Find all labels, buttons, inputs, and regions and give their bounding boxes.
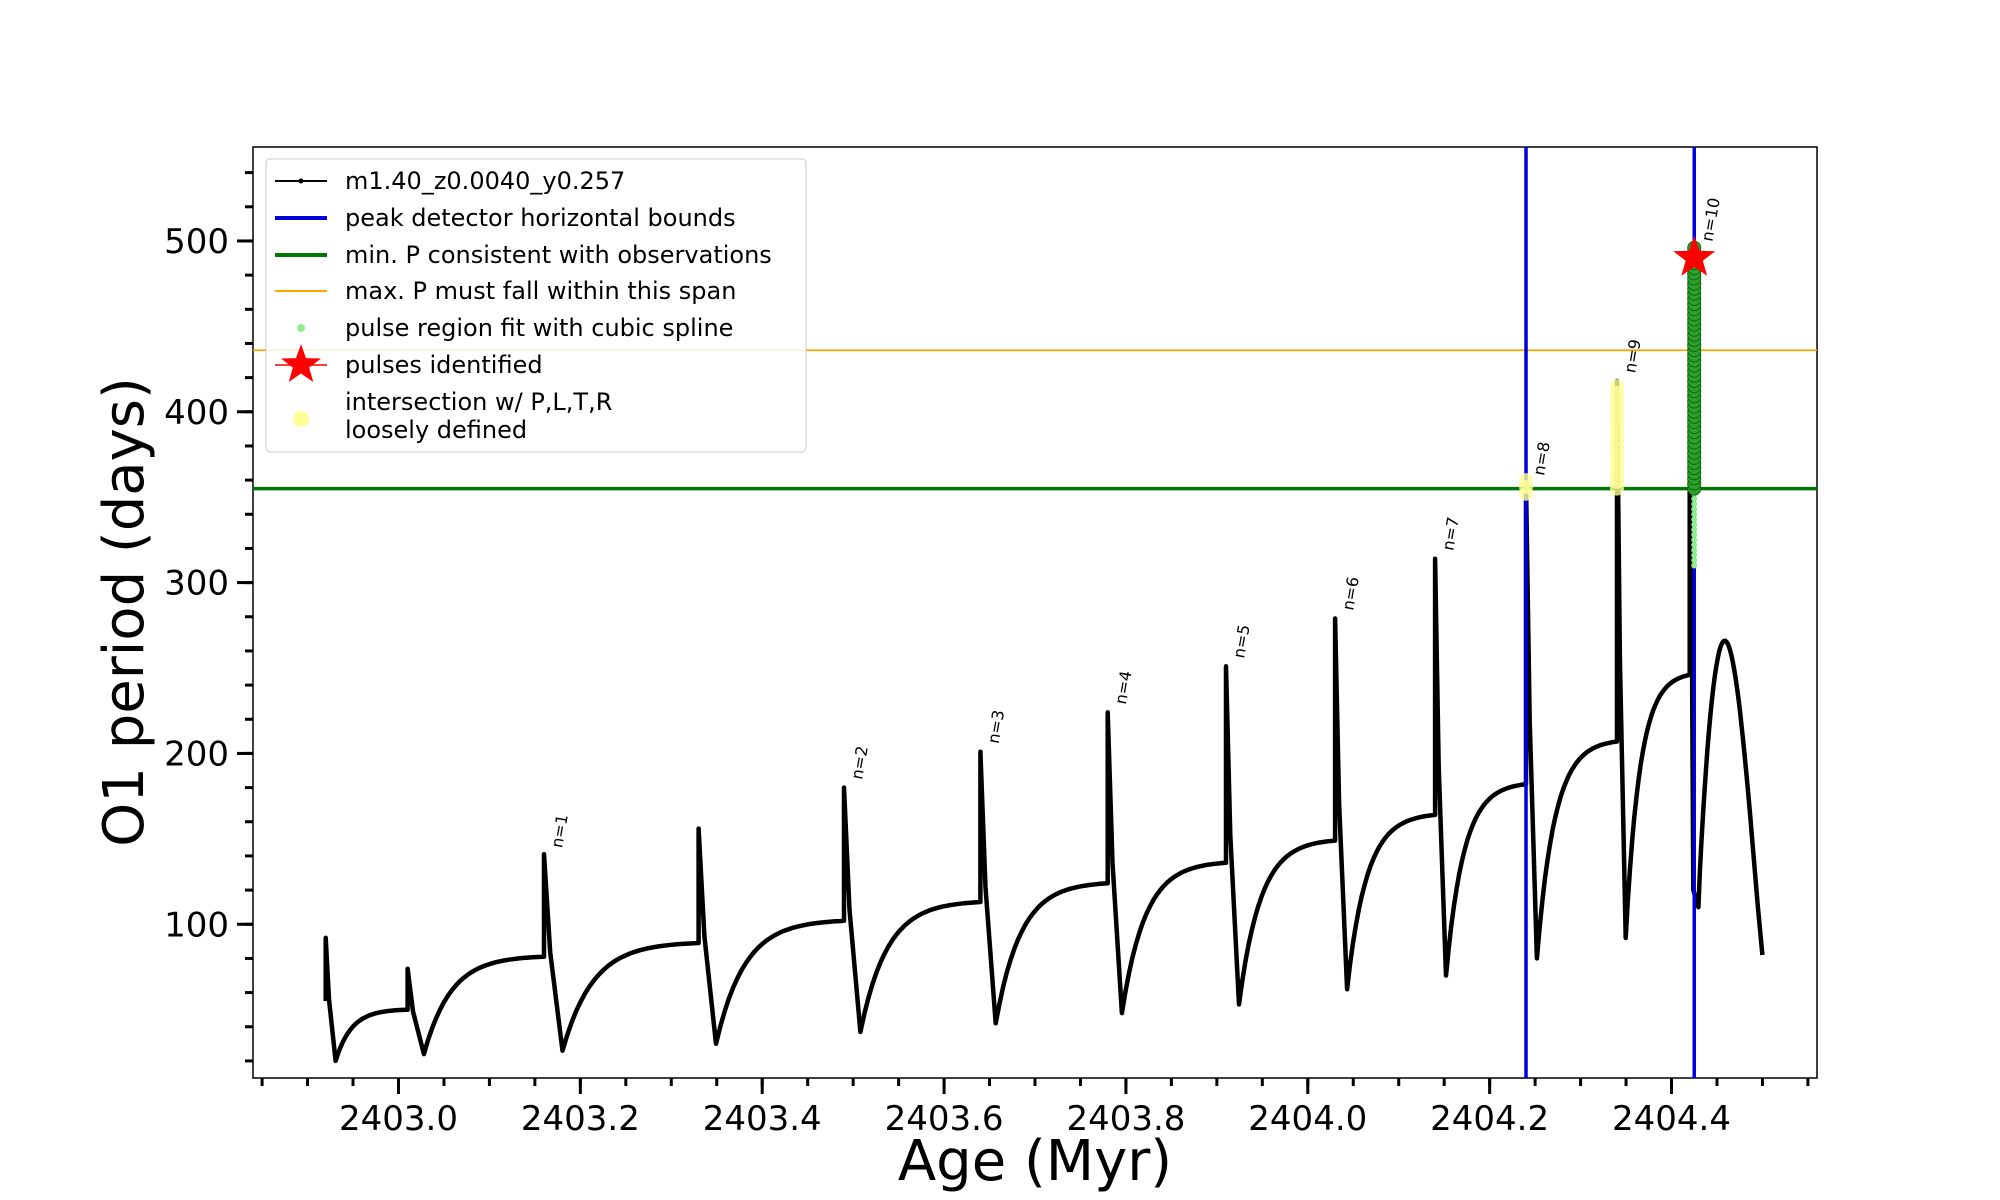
legend-box bbox=[265, 158, 807, 453]
yellow-point bbox=[1519, 473, 1534, 488]
green-region bbox=[1687, 240, 1702, 569]
spline-point bbox=[1691, 495, 1698, 502]
yellow-region-1 bbox=[1609, 379, 1624, 496]
x-tick-label: 2404.2 bbox=[1430, 1099, 1549, 1139]
x-tick-label: 2403.2 bbox=[521, 1099, 640, 1139]
legend-entry-2: min. P consistent with observations bbox=[275, 241, 772, 269]
x-tick-label: 2403.4 bbox=[703, 1099, 822, 1139]
x-tick-label: 2404.0 bbox=[1248, 1099, 1367, 1139]
series bbox=[323, 247, 1765, 1064]
legend-entry-3: max. P must fall within this span bbox=[275, 277, 736, 305]
x-tick-label: 2403.8 bbox=[1066, 1099, 1185, 1139]
pulse-label-6: n=6 bbox=[1338, 575, 1363, 612]
pulse-regions bbox=[1519, 236, 1716, 569]
pulse-identified-star bbox=[1673, 236, 1716, 276]
spline-point bbox=[1691, 557, 1698, 564]
pulse-label-1: n=1 bbox=[547, 813, 572, 850]
y-tick-label: 300 bbox=[164, 564, 229, 604]
legend-marker bbox=[281, 344, 321, 382]
legend-label: max. P must fall within this span bbox=[345, 277, 736, 305]
x-tick-label: 2404.4 bbox=[1612, 1099, 1731, 1139]
x-axis: 2403.0 2403.2 2403.4 2403.6 2403.8 2404.0 2404… bbox=[260, 1078, 1810, 1139]
spline-point bbox=[1691, 506, 1698, 513]
pulse-label-8: n=8 bbox=[1529, 440, 1554, 477]
legend-label: min. P consistent with observations bbox=[345, 241, 772, 269]
legend-entry-1: peak detector horizontal bounds bbox=[275, 204, 736, 232]
series-line bbox=[323, 247, 1765, 1064]
legend-entry-4: pulse region fit with cubic spline bbox=[297, 314, 733, 342]
legend-label: pulse region fit with cubic spline bbox=[345, 314, 733, 342]
legend-label: intersection w/ P,L,T,R bbox=[345, 388, 612, 416]
legend-label-line2: loosely defined bbox=[345, 416, 527, 444]
pulse-label-4: n=4 bbox=[1111, 669, 1136, 706]
y-tick-label: 500 bbox=[164, 222, 229, 262]
pulse-label-3: n=3 bbox=[984, 708, 1009, 745]
x-axis-label: Age (Myr) bbox=[898, 1129, 1172, 1194]
y-tick-label: 100 bbox=[164, 905, 229, 945]
pulse-label-7: n=7 bbox=[1438, 515, 1463, 552]
pulse-label-10: n=10 bbox=[1697, 196, 1723, 243]
legend-label: peak detector horizontal bounds bbox=[345, 204, 736, 232]
yellow-region-0 bbox=[1519, 473, 1534, 501]
pulse-label-9: n=9 bbox=[1620, 338, 1645, 375]
vertical-lines bbox=[1524, 147, 1696, 1078]
y-tick-label: 400 bbox=[164, 393, 229, 433]
legend-entry-5: pulses identified bbox=[275, 344, 543, 382]
legend-label: m1.40_z0.0040_y0.257 bbox=[345, 167, 625, 195]
spline-point bbox=[1691, 521, 1698, 528]
spline-point bbox=[1691, 552, 1698, 559]
legend-marker-dot bbox=[298, 178, 304, 184]
spline-point bbox=[1691, 542, 1698, 549]
spline-point bbox=[1691, 526, 1698, 533]
pulse-label-2: n=2 bbox=[847, 744, 872, 781]
legend-entry-0: m1.40_z0.0040_y0.257 bbox=[275, 167, 625, 195]
pulse-label-5: n=5 bbox=[1229, 623, 1254, 660]
spline-point bbox=[1691, 531, 1698, 538]
spline-point bbox=[1691, 501, 1698, 508]
spline-point bbox=[1691, 547, 1698, 554]
legend-label: pulses identified bbox=[345, 351, 543, 379]
x-tick-label: 2403.6 bbox=[885, 1099, 1004, 1139]
spline-point bbox=[1691, 511, 1698, 518]
y-axis-label: O1 period (days) bbox=[92, 377, 157, 847]
spline-point bbox=[1691, 562, 1698, 569]
legend-marker bbox=[293, 411, 309, 427]
legend-marker bbox=[297, 324, 305, 332]
spline-point bbox=[1691, 536, 1698, 543]
y-axis: 100 200 300 400 500 bbox=[164, 171, 253, 1063]
yellow-point bbox=[1609, 379, 1624, 394]
y-tick-label: 200 bbox=[164, 734, 229, 774]
spline-point bbox=[1691, 516, 1698, 523]
x-tick-label: 2403.0 bbox=[339, 1099, 458, 1139]
